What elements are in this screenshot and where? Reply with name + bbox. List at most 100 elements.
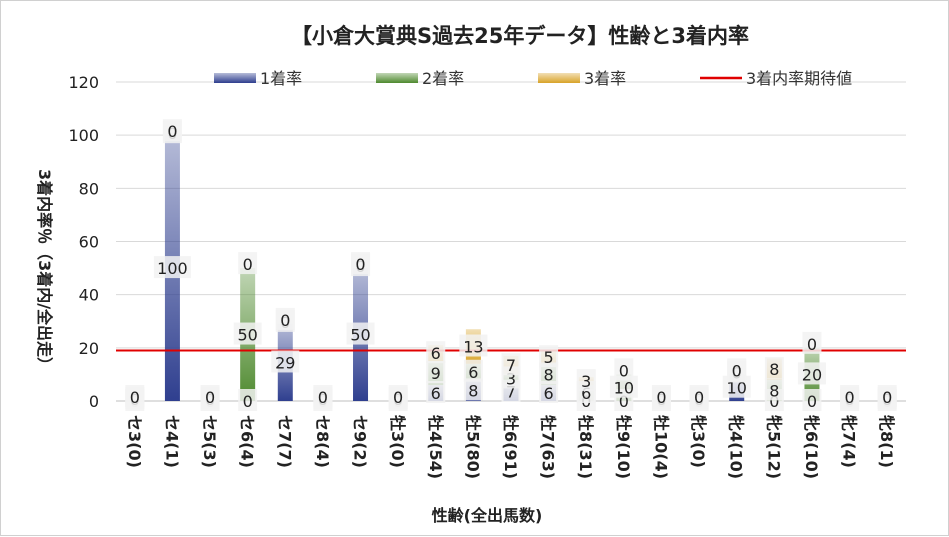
data-label-text: 0 [243, 392, 253, 411]
y-tick-label: 80 [79, 179, 99, 198]
data-label: 8 [539, 362, 559, 385]
data-label: 5 [539, 345, 559, 368]
data-label-box [233, 322, 262, 345]
data-label-box [689, 385, 709, 407]
data-label-box [727, 358, 747, 381]
data-label-box [388, 385, 408, 407]
data-label: 20 [797, 362, 826, 385]
data-labels: 0001000000005002900000500000069686137376… [125, 119, 897, 411]
legend-label: 2着率 [422, 69, 464, 88]
data-label: 7 [501, 353, 521, 376]
x-tick-label: セ9(2) [351, 415, 370, 468]
data-label-text: 6 [544, 384, 554, 403]
data-label: 0 [802, 389, 822, 411]
x-tick-label: 牡4(54) [426, 415, 445, 479]
data-label-box [346, 322, 375, 345]
data-label-text: 0 [318, 388, 328, 407]
data-label-text: 0 [732, 361, 742, 380]
y-tick-label: 20 [79, 339, 99, 358]
data-label-box [539, 362, 559, 385]
y-tick-label: 40 [79, 286, 99, 305]
data-label: 50 [233, 322, 262, 345]
data-label: 8 [764, 378, 784, 401]
y-axis-title: 3着内率％（3着内/全出走） [35, 169, 54, 373]
data-label-text: 0 [619, 361, 629, 380]
data-label: 50 [346, 322, 375, 345]
data-label: 13 [459, 334, 488, 357]
legend-item: 1着率 [214, 69, 302, 88]
data-label-text: 6 [468, 363, 478, 382]
x-tick-label: 牡6(91) [501, 415, 520, 479]
data-label: 8 [463, 378, 483, 401]
data-label-text: 8 [468, 381, 478, 400]
bars [164, 135, 820, 401]
data-label-box [797, 362, 826, 385]
data-label-text: 6 [581, 384, 591, 403]
data-label-text: 0 [167, 122, 177, 141]
data-label-box [271, 350, 300, 373]
data-label: 0 [125, 385, 145, 407]
legend-item: 3着内率期待値 [700, 69, 852, 88]
data-label-text: 0 [769, 392, 779, 411]
legend-item: 2着率 [376, 69, 464, 88]
data-label: 6 [426, 381, 446, 404]
x-tick-label: 牡8(31) [576, 415, 595, 479]
data-label-box [539, 381, 559, 404]
data-label: 0 [238, 389, 258, 411]
legend-swatch [376, 73, 418, 83]
data-label-box [426, 361, 446, 384]
data-label-box [459, 334, 488, 357]
data-label-text: 0 [844, 388, 854, 407]
data-label-text: 7 [506, 356, 516, 375]
y-tick-label: 100 [68, 126, 99, 145]
data-label-box [153, 256, 191, 279]
data-label-text: 8 [769, 360, 779, 379]
legend-swatch [538, 73, 580, 83]
data-label-text: 6 [431, 384, 441, 403]
data-label: 0 [351, 252, 371, 275]
data-label-box [614, 358, 634, 381]
data-label-box [200, 385, 220, 407]
data-label-text: 0 [807, 335, 817, 354]
x-tick-label: 牡10(4) [651, 415, 670, 479]
data-label: 0 [200, 385, 220, 407]
data-label-text: 6 [431, 344, 441, 363]
data-label: 100 [153, 256, 191, 279]
data-label-text: 0 [656, 388, 666, 407]
legend-label: 3着内率期待値 [746, 69, 852, 88]
data-label-text: 10 [614, 379, 634, 398]
data-label-box [463, 359, 483, 382]
data-label: 9 [426, 361, 446, 384]
data-label: 0 [689, 385, 709, 407]
x-tick-label: 牡5(80) [463, 415, 482, 479]
data-label-box [313, 385, 333, 407]
legend: 1着率 2着率 3着率 3着内率期待値 [214, 69, 852, 88]
x-tick-label: 牝3(0) [689, 415, 708, 468]
data-label: 0 [727, 358, 747, 381]
data-label-text: 29 [275, 353, 295, 372]
data-label-box [539, 345, 559, 368]
x-tick-label: セ4(1) [162, 415, 181, 468]
data-label-text: 7 [506, 383, 516, 402]
data-label-text: 100 [157, 259, 188, 278]
legend-item: 3着率 [538, 69, 626, 88]
data-label-text: 0 [694, 388, 704, 407]
data-label: 3 [576, 369, 596, 392]
data-label-text: 8 [769, 381, 779, 400]
data-label-text: 13 [463, 338, 483, 357]
x-tick-label: セ6(4) [238, 415, 257, 468]
data-label: 0 [840, 385, 860, 407]
data-label: 8 [764, 357, 784, 380]
x-tick-label: 牝5(12) [764, 415, 783, 479]
data-label-text: 0 [243, 255, 253, 274]
data-label-text: 0 [205, 388, 215, 407]
data-label-text: 0 [393, 388, 403, 407]
data-label-text: 3 [506, 369, 516, 388]
data-label: 0 [313, 385, 333, 407]
data-label: 0 [614, 358, 634, 381]
x-tick-label: 牡9(10) [614, 415, 633, 479]
data-label: 0 [651, 385, 671, 407]
data-label-box [351, 252, 371, 275]
data-label: 6 [463, 359, 483, 382]
